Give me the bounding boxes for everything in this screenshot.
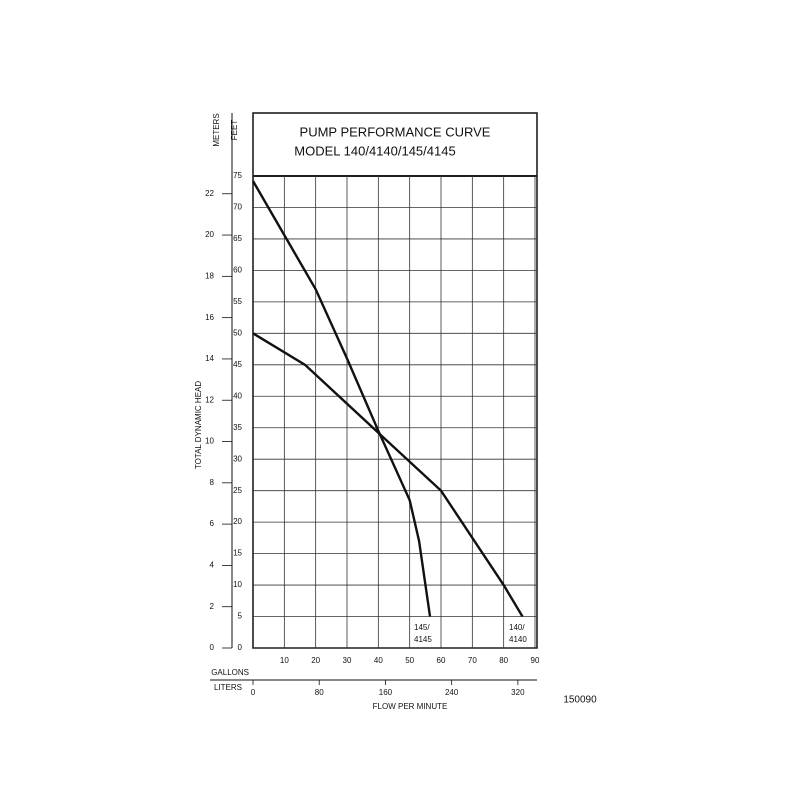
y2-tick-label: 2 <box>210 602 215 611</box>
x-tick-label: 30 <box>343 656 352 665</box>
plot-frame <box>252 112 538 649</box>
chart-title: PUMP PERFORMANCE CURVE <box>300 124 491 139</box>
curve <box>251 180 432 617</box>
y-tick-label: 70 <box>233 203 242 212</box>
y-tick-label: 25 <box>233 486 242 495</box>
y-tick-label: 55 <box>233 297 242 306</box>
y-tick-label: 40 <box>233 391 242 400</box>
x2-label: LITERS <box>214 683 242 692</box>
y-tick-label: 0 <box>238 643 243 652</box>
x-tick-label: 20 <box>311 656 320 665</box>
y2-tick-label: 20 <box>205 230 214 239</box>
curve-label: 140/ <box>509 623 525 632</box>
x2-tick-label: 320 <box>511 688 525 697</box>
y2-tick-label: 12 <box>205 395 214 404</box>
y-tick-label: 35 <box>233 423 242 432</box>
x-tick-label: 90 <box>531 656 540 665</box>
x-label: GALLONS <box>211 668 249 677</box>
x2-tick-label: 160 <box>379 688 393 697</box>
axis-title: TOTAL DYNAMIC HEAD <box>194 381 203 470</box>
y-tick-label: 45 <box>233 360 242 369</box>
y-tick-label: 5 <box>238 612 243 621</box>
x-tick-label: 10 <box>280 656 289 665</box>
x-tick-label: 80 <box>499 656 508 665</box>
y-tick-label: 50 <box>233 328 242 337</box>
x-title: FLOW PER MINUTE <box>373 702 448 711</box>
x-tick-label: 40 <box>374 656 383 665</box>
y2-tick-label: 4 <box>210 561 215 570</box>
y2-tick-label: 18 <box>205 271 214 280</box>
y2-tick-label: 16 <box>205 313 214 322</box>
y-tick-label: 15 <box>233 549 242 558</box>
y2-tick-label: 8 <box>210 478 215 487</box>
y2-tick-label: 22 <box>205 189 214 198</box>
y-tick-label: 75 <box>233 171 242 180</box>
x2-tick-label: 80 <box>315 688 324 697</box>
code-label: 150090 <box>563 695 597 706</box>
y2-tick-label: 10 <box>205 437 214 446</box>
x-tick-label: 60 <box>437 656 446 665</box>
y2-tick-label: 14 <box>205 354 214 363</box>
y-tick-label: 10 <box>233 580 242 589</box>
curve-label: 4145 <box>414 635 432 644</box>
x-tick-label: 70 <box>468 656 477 665</box>
curve <box>252 332 524 618</box>
y-label: FEET <box>230 120 239 141</box>
y2-tick-label: 6 <box>210 519 215 528</box>
chart-subtitle: MODEL 140/4140/145/4145 <box>294 143 455 158</box>
x-tick-label: 50 <box>405 656 414 665</box>
y-tick-label: 30 <box>233 454 242 463</box>
y-tick-label: 65 <box>233 234 242 243</box>
curve-label: 145/ <box>414 623 430 632</box>
y-tick-label: 60 <box>233 266 242 275</box>
x2-tick-label: 240 <box>445 688 459 697</box>
y2-label: METERS <box>212 113 221 146</box>
y-tick-label: 20 <box>233 517 242 526</box>
curve-label: 4140 <box>509 635 527 644</box>
y2-tick-label: 0 <box>210 643 215 652</box>
x2-tick-label: 0 <box>251 688 256 697</box>
